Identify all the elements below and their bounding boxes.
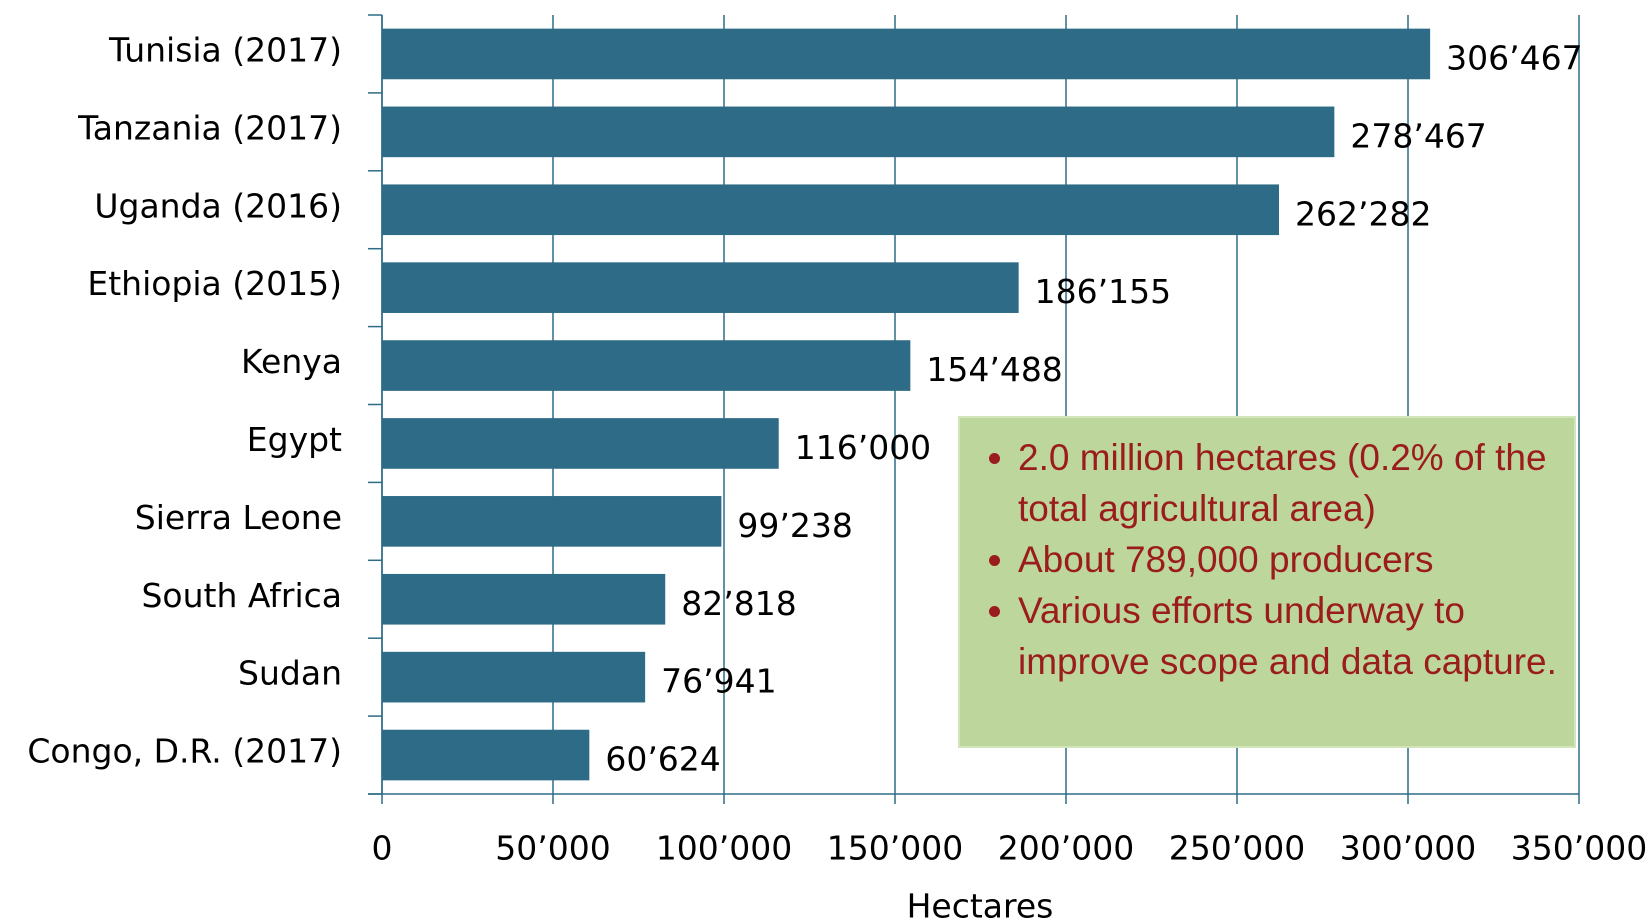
value-label: 76’941 <box>661 662 776 701</box>
y-tick-label: Sierra Leone <box>135 498 342 537</box>
x-tick-label: 200’000 <box>998 829 1134 868</box>
x-tick-label: 250’000 <box>1169 829 1305 868</box>
annotation: 2.0 million hectares (0.2% of the total … <box>1018 432 1560 534</box>
y-tick-label: Congo, D.R. (2017) <box>27 732 342 771</box>
y-tick-label: South Africa <box>141 576 342 615</box>
x-tick-label: 0 <box>372 829 393 868</box>
bar <box>382 340 911 391</box>
bar <box>382 496 722 547</box>
annotation-list: 2.0 million hectares (0.2% of the total … <box>980 432 1560 687</box>
bar <box>382 729 590 781</box>
y-tick-label: Sudan <box>238 654 342 693</box>
annotation: About 789,000 producers <box>1018 534 1560 585</box>
value-label: 82’818 <box>681 584 796 623</box>
bar <box>382 651 646 703</box>
value-label: 262’282 <box>1295 194 1431 233</box>
bar <box>382 573 666 625</box>
value-label: 186’155 <box>1035 272 1171 311</box>
bar <box>382 28 1431 80</box>
x-tick-label: 50’000 <box>495 829 610 868</box>
bar <box>382 418 779 469</box>
y-tick-label: Ethiopia (2015) <box>87 264 342 303</box>
value-label: 116’000 <box>795 428 931 467</box>
value-label: 154’488 <box>926 350 1062 389</box>
annotation-box: 2.0 million hectares (0.2% of the total … <box>958 416 1576 748</box>
value-label: 60’624 <box>605 740 720 779</box>
y-tick-label: Egypt <box>247 420 342 459</box>
value-label: 306’467 <box>1446 38 1582 77</box>
y-tick-label: Tanzania (2017) <box>77 108 342 147</box>
bar <box>382 184 1280 236</box>
y-tick-label: Kenya <box>241 342 342 381</box>
x-tick-label: 350’000 <box>1511 829 1647 868</box>
value-label: 278’467 <box>1350 116 1486 155</box>
x-tick-label: 100’000 <box>656 829 792 868</box>
annotation: Various efforts underway to improve scop… <box>1018 585 1560 687</box>
x-tick-label: 150’000 <box>827 829 963 868</box>
y-tick-label: Tunisia (2017) <box>108 30 342 69</box>
value-label: 99’238 <box>737 506 852 545</box>
x-axis-label: Hectares <box>907 887 1054 922</box>
bar <box>382 106 1335 158</box>
x-tick-label: 300’000 <box>1340 829 1476 868</box>
y-tick-label: Uganda (2016) <box>94 186 342 225</box>
bar <box>382 262 1019 313</box>
